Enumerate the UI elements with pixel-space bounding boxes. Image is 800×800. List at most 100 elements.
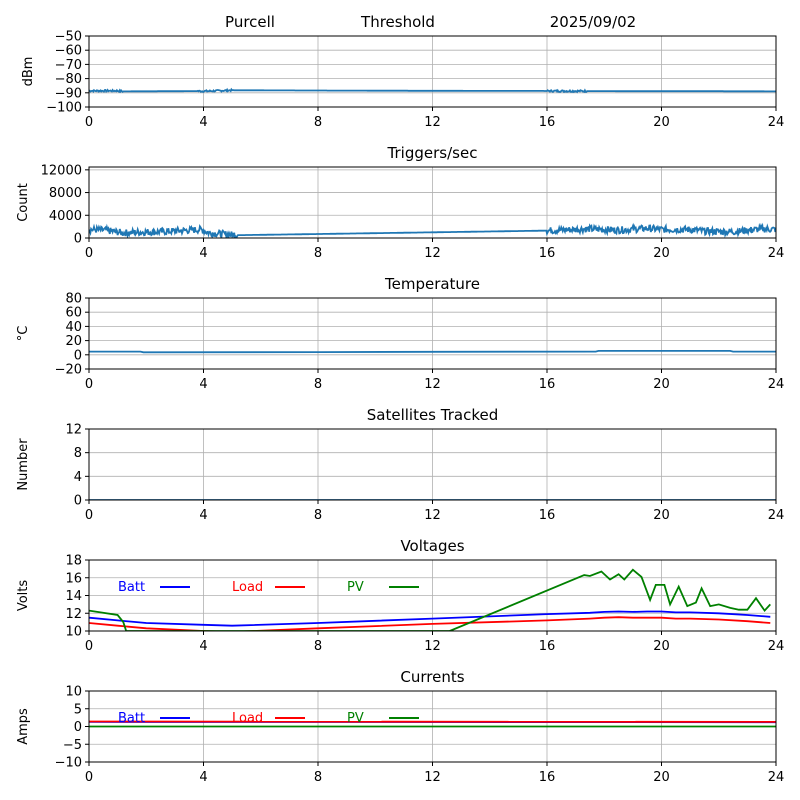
x-tick-label: 24 xyxy=(768,246,785,261)
y-axis-label: Count xyxy=(16,183,31,222)
x-tick-label: 20 xyxy=(653,508,670,523)
x-tick-label: 20 xyxy=(653,770,670,785)
panel-4: 0 4 8 12 16 20 24 0 4 8 12 Satellites Tracked Number xyxy=(16,406,784,523)
y-tick-label: −80 xyxy=(55,72,82,87)
panel-title: Temperature xyxy=(384,275,480,293)
x-tick-label: 4 xyxy=(199,770,207,785)
y-tick-label: −70 xyxy=(55,58,82,73)
x-tick-label: 8 xyxy=(314,770,322,785)
y-tick-label: −60 xyxy=(55,44,82,59)
x-tick-label: 16 xyxy=(539,508,556,523)
legend-label-batt: Batt xyxy=(118,711,145,726)
x-tick-label: 0 xyxy=(85,115,93,130)
y-tick-label: −20 xyxy=(55,363,82,378)
x-tick-label: 16 xyxy=(539,115,556,130)
x-tick-label: 20 xyxy=(653,639,670,654)
header-mode: Threshold xyxy=(360,13,435,31)
x-tick-label: 8 xyxy=(314,115,322,130)
x-tick-label: 12 xyxy=(424,377,441,392)
legend-label-load: Load xyxy=(232,711,263,726)
y-tick-label: 0 xyxy=(74,348,82,363)
y-tick-label: 60 xyxy=(65,306,82,321)
x-tick-label: 24 xyxy=(768,377,785,392)
panel-title: Triggers/sec xyxy=(387,144,478,162)
x-tick-label: 0 xyxy=(85,246,93,261)
panel-5: 0 4 8 12 16 20 24 10 12 14 16 18 Voltages Volts Batt Lo… xyxy=(16,537,784,654)
y-tick-label: 8000 xyxy=(49,186,82,201)
y-tick-label: 10 xyxy=(65,685,82,700)
x-tick-label: 12 xyxy=(424,770,441,785)
y-tick-label: 12 xyxy=(65,423,82,438)
y-tick-label: 4 xyxy=(74,470,82,485)
legend-label-pv: PV xyxy=(347,580,364,595)
x-tick-label: 12 xyxy=(424,115,441,130)
y-tick-label: 12000 xyxy=(41,163,82,178)
x-tick-label: 16 xyxy=(539,770,556,785)
x-tick-label: 4 xyxy=(199,246,207,261)
y-tick-label: 16 xyxy=(65,571,82,586)
x-tick-label: 24 xyxy=(768,508,785,523)
panel-1: 0 4 8 12 16 20 24 −100−90−80−70−60−50 dBm xyxy=(21,30,784,131)
y-tick-label: −10 xyxy=(55,756,82,771)
y-tick-label: −5 xyxy=(63,738,82,753)
x-tick-label: 12 xyxy=(424,508,441,523)
series-line-batt xyxy=(89,610,771,627)
y-tick-label: −100 xyxy=(46,101,82,116)
series-line-data xyxy=(89,222,776,238)
series-line-pv xyxy=(89,568,771,631)
panel-title: Currents xyxy=(400,668,464,686)
y-axis-label: dBm xyxy=(21,57,36,87)
y-tick-label: 10 xyxy=(65,625,82,640)
series-line-load xyxy=(89,616,771,631)
y-axis-label: Volts xyxy=(16,580,31,612)
x-tick-label: 24 xyxy=(768,770,785,785)
x-tick-label: 8 xyxy=(314,377,322,392)
y-tick-label: 80 xyxy=(65,292,82,307)
x-tick-label: 4 xyxy=(199,115,207,130)
panel-2: 0 4 8 12 16 20 24 0 4000 8000 12000 Triggers/sec Cou… xyxy=(16,144,784,261)
x-tick-label: 16 xyxy=(539,639,556,654)
y-tick-label: 0 xyxy=(74,720,82,735)
x-tick-label: 24 xyxy=(768,639,785,654)
x-tick-label: 16 xyxy=(539,377,556,392)
x-tick-label: 20 xyxy=(653,115,670,130)
y-tick-label: 14 xyxy=(65,589,82,604)
y-tick-label: 40 xyxy=(65,320,82,335)
y-tick-label: −50 xyxy=(55,30,82,45)
x-tick-label: 4 xyxy=(199,377,207,392)
x-tick-label: 12 xyxy=(424,639,441,654)
x-tick-label: 0 xyxy=(85,639,93,654)
y-axis-label: Amps xyxy=(16,708,31,745)
x-tick-label: 8 xyxy=(314,246,322,261)
x-tick-label: 16 xyxy=(539,246,556,261)
y-tick-label: −90 xyxy=(55,86,82,101)
x-tick-label: 20 xyxy=(653,246,670,261)
legend-label-pv: PV xyxy=(347,711,364,726)
series-line-data xyxy=(89,349,776,354)
x-tick-label: 4 xyxy=(199,508,207,523)
panel-title: Satellites Tracked xyxy=(367,406,498,424)
x-tick-label: 0 xyxy=(85,508,93,523)
y-tick-label: 18 xyxy=(65,554,82,569)
y-tick-label: 20 xyxy=(65,334,82,349)
y-axis-label: °C xyxy=(16,326,31,342)
x-tick-label: 0 xyxy=(85,377,93,392)
legend-label-batt: Batt xyxy=(118,580,145,595)
header-date: 2025/09/02 xyxy=(550,13,636,31)
y-tick-label: 5 xyxy=(74,702,82,717)
x-tick-label: 0 xyxy=(85,770,93,785)
y-tick-label: 4000 xyxy=(49,209,82,224)
y-axis-label: Number xyxy=(16,438,31,491)
x-tick-label: 4 xyxy=(199,639,207,654)
y-tick-label: 0 xyxy=(74,232,82,247)
y-tick-label: 0 xyxy=(74,494,82,509)
series-line-data xyxy=(89,87,776,94)
legend-label-load: Load xyxy=(232,580,263,595)
y-tick-label: 8 xyxy=(74,446,82,461)
x-tick-label: 8 xyxy=(314,508,322,523)
x-tick-label: 8 xyxy=(314,639,322,654)
header-station: Purcell xyxy=(225,13,275,31)
x-tick-label: 12 xyxy=(424,246,441,261)
